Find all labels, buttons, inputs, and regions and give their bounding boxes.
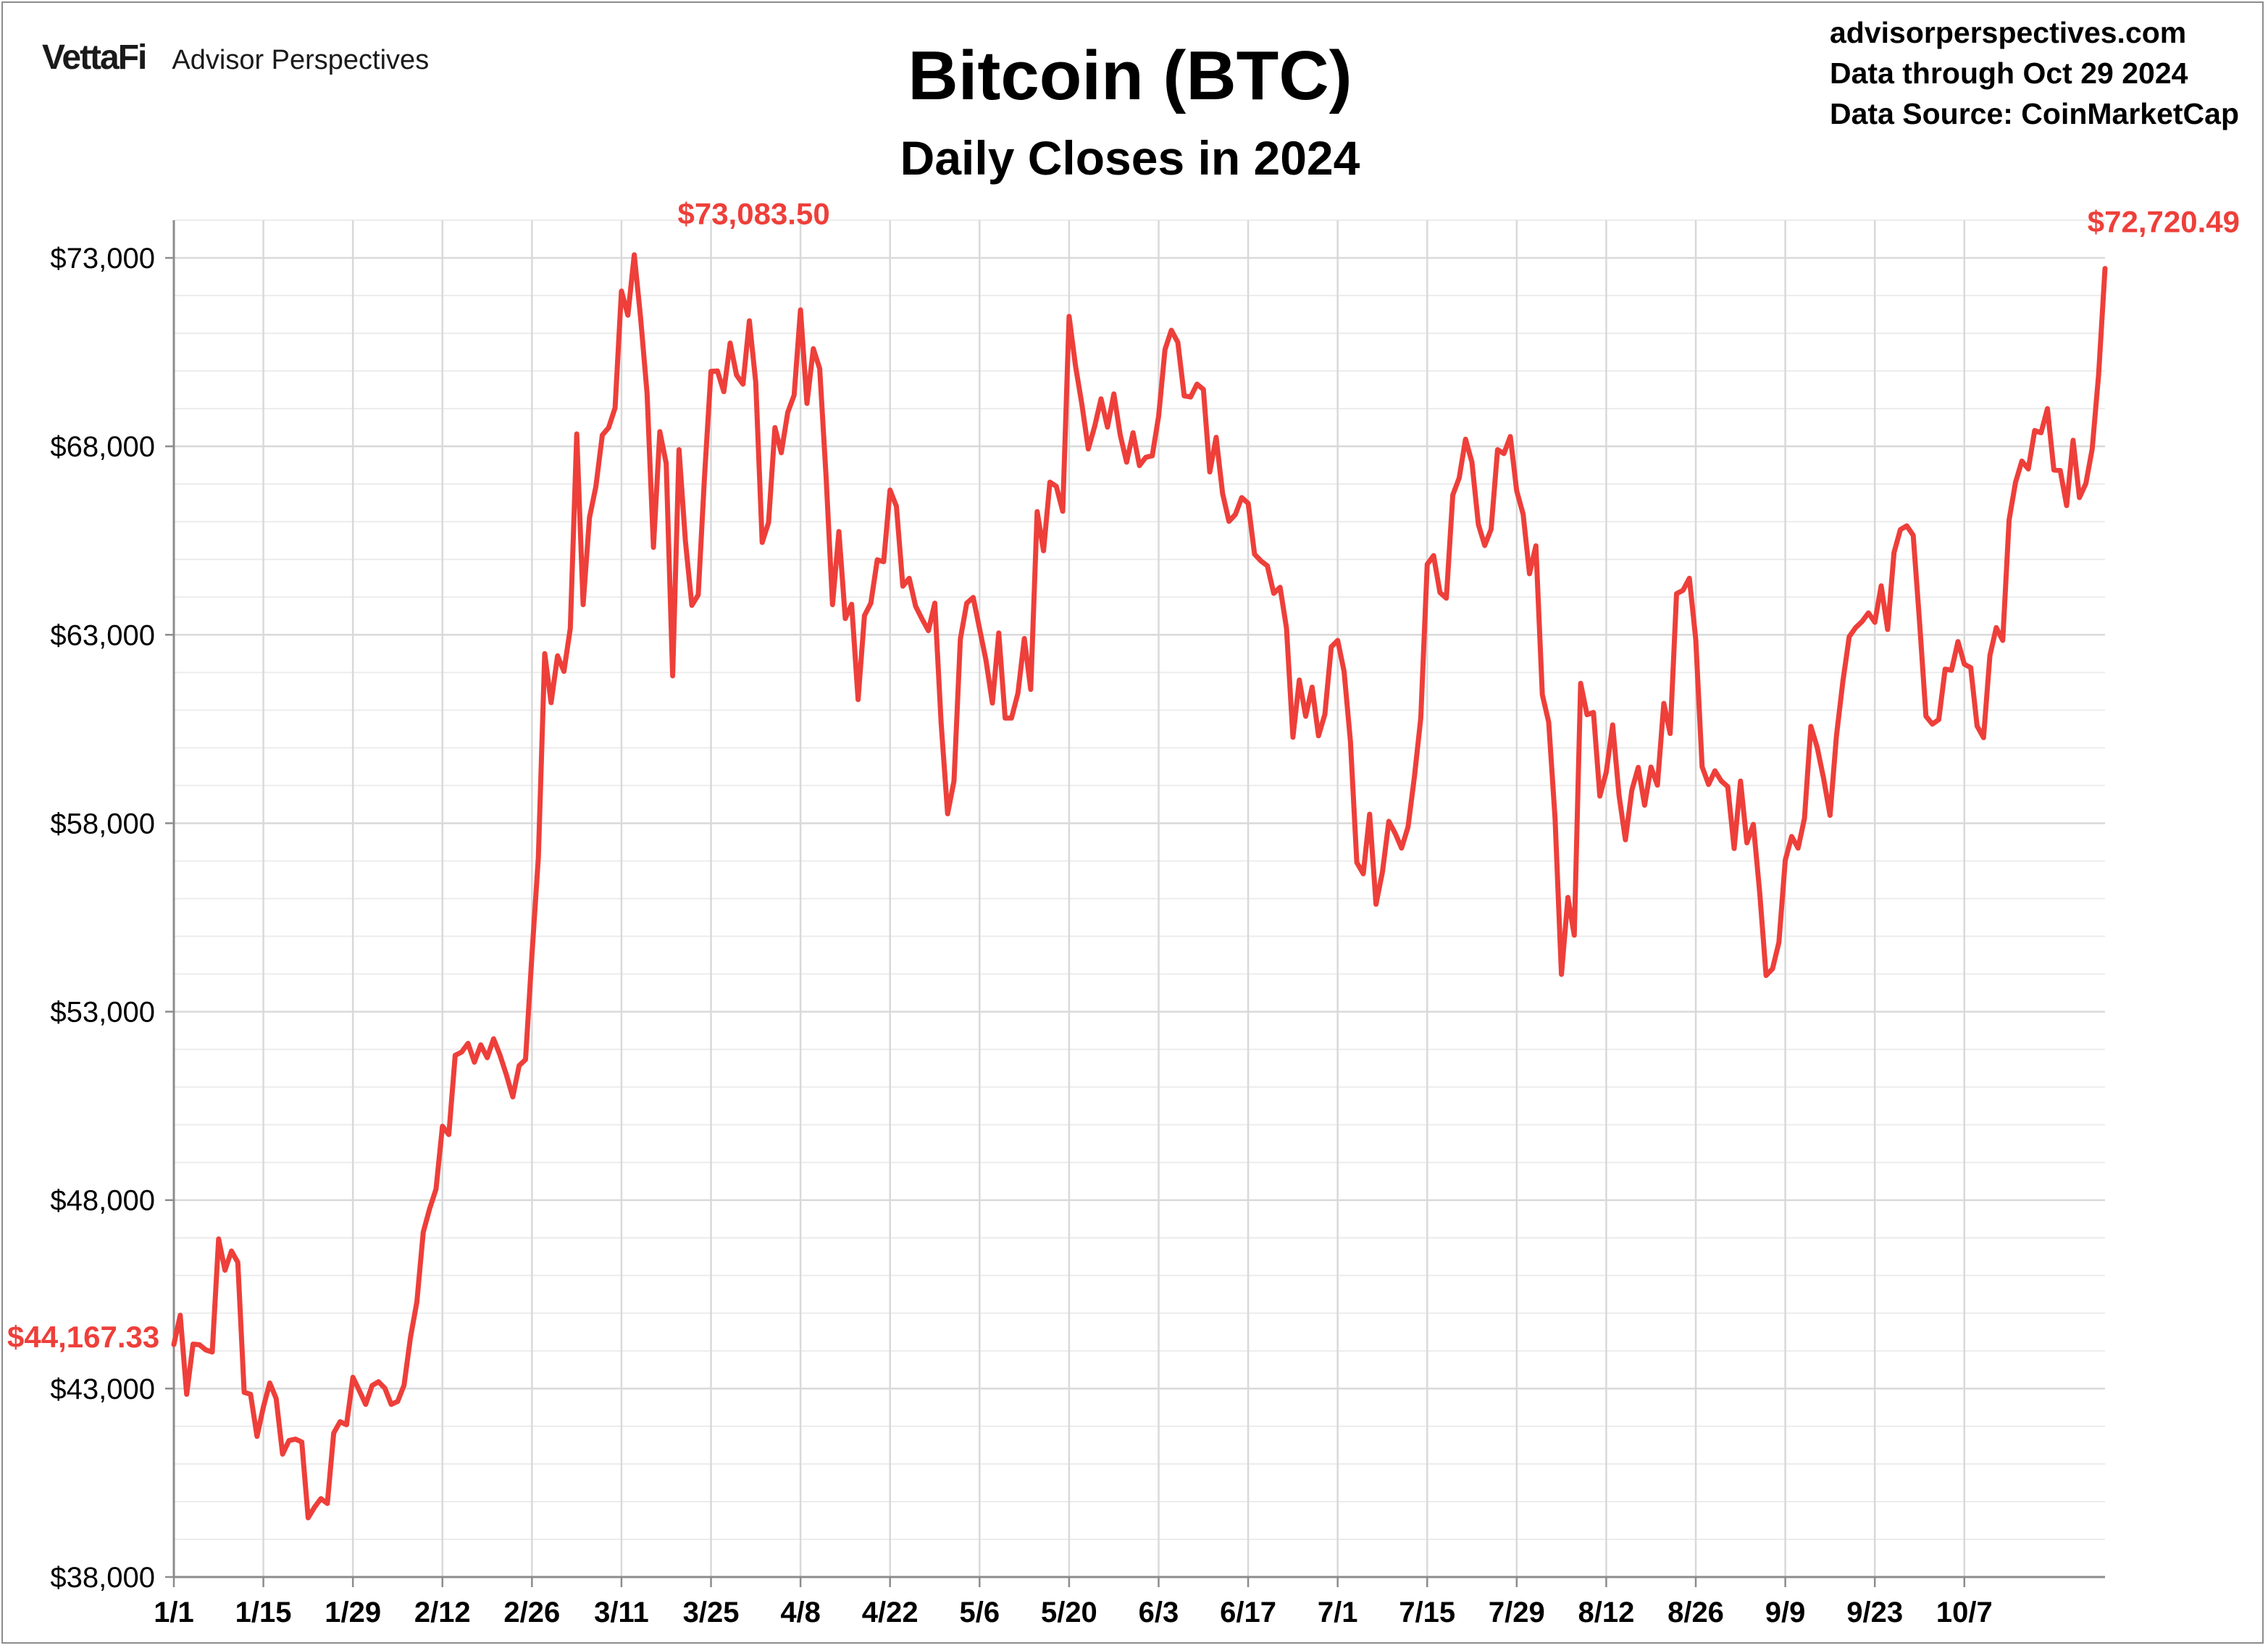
vertical-gridlines (172, 220, 1966, 1587)
x-tick-label: 3/25 (683, 1597, 740, 1628)
x-tick-label: 9/23 (1846, 1597, 1903, 1628)
brand-header: VettaFi Advisor Perspectives (42, 38, 429, 78)
y-tick-label: $58,000 (50, 808, 155, 840)
chart-subtitle: Daily Closes in 2024 (900, 131, 1360, 185)
x-tick-label: 7/15 (1399, 1597, 1455, 1628)
x-tick-label: 8/26 (1667, 1597, 1724, 1628)
x-tick-label: 4/22 (862, 1597, 919, 1628)
y-tick-label: $63,000 (50, 619, 155, 651)
x-tick-label: 1/29 (325, 1597, 381, 1628)
x-tick-label: 5/20 (1041, 1597, 1097, 1628)
x-tick-label: 9/9 (1765, 1597, 1806, 1628)
x-tick-label: 8/12 (1578, 1597, 1635, 1628)
annotation-peak-value: $73,083.50 (677, 197, 829, 231)
series-line-btc (171, 252, 2108, 1521)
y-tick-label: $38,000 (50, 1562, 155, 1594)
vettafi-logo: VettaFi (42, 38, 147, 77)
x-tick-label: 5/6 (960, 1597, 1000, 1628)
data-source: Data Source: CoinMarketCap (1830, 97, 2240, 130)
y-tick-label: $53,000 (50, 997, 155, 1029)
x-tick-label: 1/15 (235, 1597, 292, 1628)
x-tick-label: 7/1 (1318, 1597, 1358, 1628)
x-tick-label: 2/26 (503, 1597, 560, 1628)
chart-title: Bitcoin (BTC) (908, 37, 1352, 114)
x-tick-label: 6/17 (1220, 1597, 1276, 1628)
y-tick-labels: $38,000 $43,000 $48,000 $53,000 $58,000 $63,0… (50, 243, 155, 1594)
x-tick-label: 10/7 (1936, 1597, 1993, 1628)
annotation-end-value: $72,720.49 (2088, 205, 2240, 239)
y-tick-label: $43,000 (50, 1373, 155, 1405)
source-site: advisorperspectives.com (1830, 16, 2187, 49)
major-gridlines (165, 256, 2105, 1578)
x-tick-label: 7/29 (1489, 1597, 1545, 1628)
data-through: Data through Oct 29 2024 (1830, 57, 2188, 90)
x-tick-label: 4/8 (780, 1597, 821, 1628)
brand-name: Advisor Perspectives (172, 45, 430, 75)
x-tick-labels: 1/1 1/15 1/29 2/12 2/26 3/11 3/25 4/8 4/22 5/6 5/2… (154, 1597, 1993, 1628)
minor-gridlines (174, 219, 2105, 1540)
x-tick-label: 6/3 (1139, 1597, 1179, 1628)
y-tick-label: $73,000 (50, 243, 155, 275)
y-tick-label: $68,000 (50, 431, 155, 463)
x-tick-label: 1/1 (154, 1597, 194, 1628)
x-tick-label: 2/12 (414, 1597, 471, 1628)
y-tick-label: $48,000 (50, 1185, 155, 1217)
x-tick-label: 3/11 (594, 1597, 649, 1628)
annotation-start-value: $44,167.33 (7, 1320, 159, 1354)
